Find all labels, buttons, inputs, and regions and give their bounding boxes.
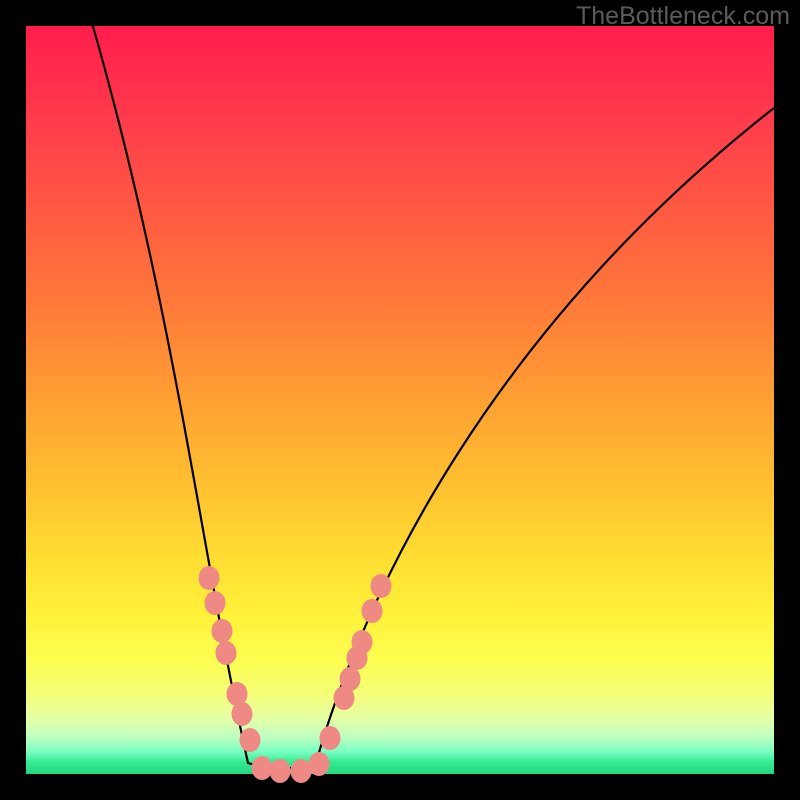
curve-marker (362, 599, 383, 623)
curve-marker (309, 752, 330, 776)
watermark-label: TheBottleneck.com (576, 2, 790, 31)
curve-marker (216, 641, 237, 665)
curve-markers (199, 566, 392, 783)
curve-marker (270, 759, 291, 783)
plot-area (26, 26, 774, 774)
curve-marker (371, 574, 392, 598)
curve-marker (199, 566, 220, 590)
v-curve-path (90, 16, 774, 769)
curve-marker (352, 630, 373, 654)
curve-marker (320, 726, 341, 750)
bottleneck-curve (26, 26, 774, 774)
curve-marker (212, 619, 233, 643)
curve-marker (240, 728, 261, 752)
curve-marker (252, 756, 273, 780)
curve-marker (291, 759, 312, 783)
curve-marker (232, 702, 253, 726)
curve-marker (205, 591, 226, 615)
curve-marker (340, 667, 361, 691)
